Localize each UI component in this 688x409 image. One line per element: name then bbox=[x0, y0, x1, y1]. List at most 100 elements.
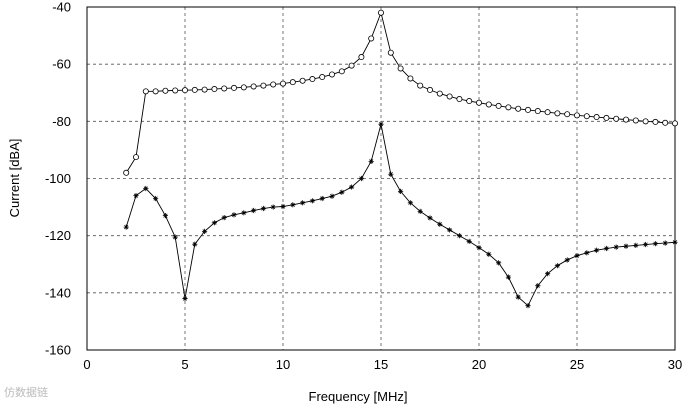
series-1-point bbox=[211, 86, 218, 93]
series-1-line bbox=[125, 11, 676, 174]
series-2-point bbox=[123, 224, 129, 230]
series-1-point bbox=[338, 68, 345, 75]
series-2-point bbox=[329, 193, 335, 199]
series-2-point bbox=[447, 227, 453, 233]
series-2-point bbox=[241, 210, 247, 216]
x-tick-label: 20 bbox=[472, 357, 486, 372]
series-1-point bbox=[221, 85, 228, 92]
y-tick-label: -120 bbox=[45, 228, 71, 243]
series-1-point bbox=[319, 74, 326, 81]
x-tick-label: 30 bbox=[668, 357, 682, 372]
series-2-point bbox=[456, 233, 462, 239]
series-1-point bbox=[377, 9, 384, 16]
series-2-point bbox=[613, 244, 619, 250]
series-2-point bbox=[554, 263, 560, 269]
series-1-point bbox=[230, 84, 237, 91]
series-1-point bbox=[289, 79, 296, 86]
series-1-point bbox=[132, 154, 139, 161]
series-2-point bbox=[280, 203, 286, 210]
series-2-point bbox=[398, 188, 404, 194]
series-1-point bbox=[142, 88, 149, 95]
series-1-point bbox=[662, 119, 669, 126]
series-2-point bbox=[662, 240, 668, 246]
series-1-point bbox=[505, 104, 512, 111]
watermark-logo: 仿数据链 bbox=[4, 386, 48, 399]
series-2-point bbox=[378, 121, 384, 127]
series-1-point bbox=[279, 80, 286, 87]
series-2-point bbox=[486, 251, 492, 257]
series-2-point bbox=[407, 200, 413, 206]
series-1-point bbox=[387, 49, 394, 56]
series-1-point bbox=[632, 117, 639, 124]
y-tick-label: -160 bbox=[45, 343, 71, 358]
series-1-point bbox=[623, 116, 630, 123]
series-1-point bbox=[583, 113, 590, 120]
series-2-point bbox=[290, 202, 296, 208]
axis-ticks: 0 5 10 15 20 25 30 -40 -60 -80 -100 -120 -140 -160 bbox=[45, 0, 682, 372]
series-1-point bbox=[652, 118, 659, 125]
series-1-point bbox=[240, 84, 247, 91]
series-1-point bbox=[250, 83, 257, 90]
series-2-point bbox=[192, 241, 198, 247]
series-2-point bbox=[368, 158, 374, 164]
y-tick-label: -100 bbox=[45, 171, 71, 186]
series-2-line bbox=[125, 124, 676, 307]
series-1-point bbox=[554, 110, 561, 117]
series-1-point bbox=[495, 102, 502, 109]
series-1-point bbox=[534, 108, 541, 115]
series-2-point bbox=[270, 204, 276, 210]
series-1-point bbox=[417, 82, 424, 89]
series-2-point bbox=[594, 247, 600, 253]
series-1-point bbox=[309, 76, 316, 83]
series-2-point bbox=[133, 193, 139, 199]
series-2-point bbox=[437, 221, 443, 227]
series-group bbox=[123, 9, 679, 309]
series-2-point bbox=[574, 253, 580, 259]
series-2-point bbox=[496, 260, 502, 266]
series-2-point bbox=[417, 208, 423, 214]
x-tick-label: 10 bbox=[276, 357, 290, 372]
series-1-point bbox=[407, 75, 414, 82]
series-2-point bbox=[162, 213, 168, 219]
series-1-point bbox=[426, 86, 433, 93]
series-1-point bbox=[152, 88, 159, 95]
series-2-point bbox=[633, 242, 639, 248]
series-2-point bbox=[172, 234, 178, 240]
series-1-point bbox=[358, 54, 365, 61]
y-tick-label: -140 bbox=[45, 285, 71, 300]
series-1-point bbox=[436, 90, 443, 97]
series-2-point bbox=[211, 220, 217, 226]
series-2-point bbox=[231, 212, 237, 218]
series-1-point bbox=[564, 111, 571, 118]
series-2-point bbox=[221, 215, 227, 221]
series-2-point bbox=[652, 241, 658, 247]
series-2-point bbox=[349, 184, 355, 190]
y-axis-label: Current [dBA] bbox=[7, 139, 22, 218]
series-1-point bbox=[642, 118, 649, 125]
x-tick-label: 5 bbox=[181, 357, 188, 372]
series-1-point bbox=[191, 86, 198, 93]
series-2-point bbox=[584, 250, 590, 256]
plot-frame bbox=[86, 6, 676, 351]
series-2-point bbox=[153, 195, 159, 202]
series-1-point bbox=[544, 109, 551, 116]
series-2-point bbox=[476, 245, 482, 251]
series-2-point bbox=[319, 195, 325, 202]
series-1-point bbox=[299, 77, 306, 84]
series-1-point bbox=[466, 98, 473, 105]
series-2-point bbox=[535, 283, 541, 289]
series-2-point bbox=[525, 303, 531, 309]
series-2-point bbox=[643, 241, 649, 248]
series-2-point bbox=[515, 294, 521, 300]
series-1-point bbox=[181, 87, 188, 94]
series-2-point bbox=[388, 171, 394, 177]
series-1-point bbox=[593, 114, 600, 121]
series-1-point bbox=[260, 82, 267, 89]
series-1-point bbox=[270, 81, 277, 88]
series-1-point bbox=[123, 169, 130, 176]
series-1-point bbox=[348, 62, 355, 69]
series-1-point bbox=[525, 106, 532, 113]
series-2-point bbox=[202, 228, 208, 234]
series-1-point bbox=[446, 93, 453, 100]
series-2-point bbox=[339, 189, 345, 195]
